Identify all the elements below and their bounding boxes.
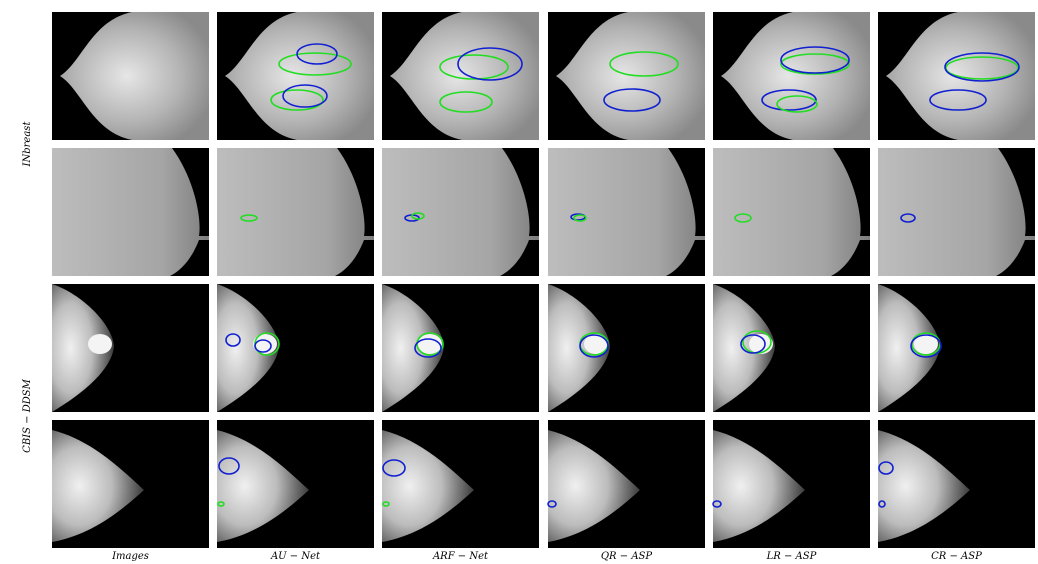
mass: [88, 334, 112, 354]
image-cell: [382, 284, 539, 412]
image-cell: [217, 148, 374, 276]
image-cell: [713, 148, 870, 276]
image-cell: [548, 420, 705, 548]
figure: INbreast CBIS − DDSM Images AU − Net ARF −…: [0, 0, 1038, 564]
mass: [253, 334, 277, 354]
column-label: QR − ASP: [601, 551, 653, 562]
mass: [418, 334, 442, 354]
image-cell: [878, 148, 1035, 276]
image-cell: [548, 148, 705, 276]
image-cell: [382, 420, 539, 548]
image-cell: [217, 420, 374, 548]
image-cell: [878, 12, 1035, 140]
image-cell: [713, 284, 870, 412]
image-cell: [52, 284, 209, 412]
image-cell: [548, 12, 705, 140]
image-grid: [52, 12, 1035, 548]
column-label: ARF − Net: [432, 551, 489, 562]
image-cell: [548, 284, 705, 412]
column-label: AU − Net: [270, 551, 321, 562]
column-label: Images: [111, 551, 149, 562]
image-cell: [878, 420, 1035, 548]
row-group-label: CBIS − DDSM: [22, 378, 33, 452]
image-cell: [382, 12, 539, 140]
image-cell: [52, 420, 209, 548]
image-cell: [217, 284, 374, 412]
image-cell: [217, 12, 374, 140]
column-label: LR − ASP: [766, 551, 817, 562]
column-label: CR − ASP: [931, 551, 982, 562]
image-cell: [713, 420, 870, 548]
image-cell: [713, 12, 870, 140]
image-cell: [52, 148, 209, 276]
image-cell: [878, 284, 1035, 412]
image-cell: [52, 12, 209, 140]
image-cell: [382, 148, 539, 276]
row-group-label: INbreast: [22, 121, 33, 168]
